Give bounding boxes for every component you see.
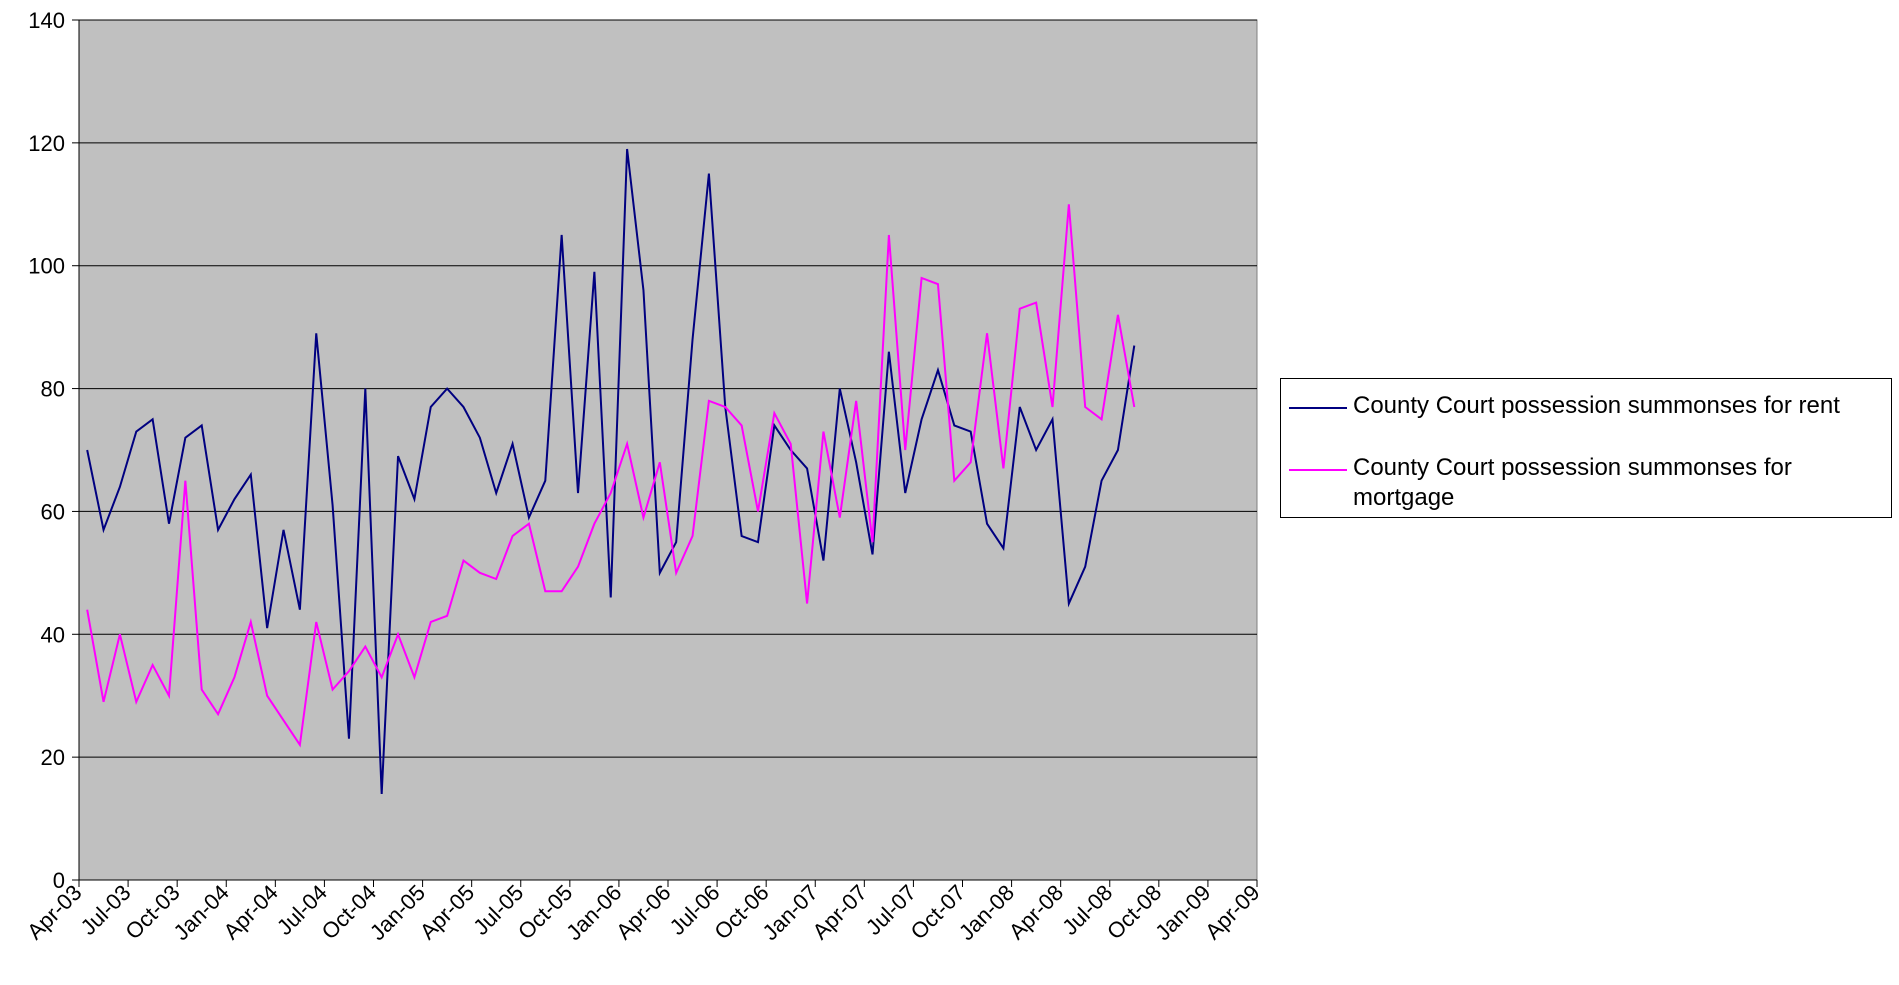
series-line-rent (86, 148, 1136, 795)
x-tick-label: Apr-09 (1200, 880, 1264, 944)
y-tick-label: 60 (41, 499, 65, 524)
y-axis-ticks: 0 20 40 60 80 100 120 140 (28, 8, 79, 893)
y-tick-label: 20 (41, 745, 65, 770)
x-tick-label: Apr-04 (218, 880, 282, 944)
x-tick-label: Jan-04 (169, 880, 234, 945)
y-tick-label: 80 (41, 377, 65, 402)
x-tick-label: Apr-05 (415, 880, 479, 944)
series-line-mortgage (86, 204, 1136, 748)
x-tick-label: Jan-06 (561, 880, 626, 945)
x-tick-label: Jan-09 (1150, 880, 1215, 945)
series-layer (86, 148, 1136, 795)
x-tick-label: Jan-08 (954, 880, 1019, 945)
y-tick-label: 100 (28, 254, 65, 279)
x-tick-label: Apr-08 (1004, 880, 1068, 944)
x-axis-ticks: Apr-03Jul-03Oct-03Jan-04Apr-04Jul-04Oct-… (22, 880, 1264, 945)
legend-label-rent: County Court possession summonses for re… (1353, 392, 1840, 419)
legend-swatch-rent (1289, 407, 1347, 409)
y-tick-label: 140 (28, 8, 65, 33)
legend-item-mortgage: County Court possession summonses for mo… (1281, 453, 1891, 513)
legend-item-rent: County Court possession summonses for re… (1281, 391, 1891, 421)
y-tick-label: 0 (53, 868, 65, 893)
y-tick-label: 120 (28, 131, 65, 156)
legend: County Court possession summonses for re… (1280, 378, 1892, 518)
x-tick-label: Jan-05 (365, 880, 430, 945)
gridlines (79, 19, 1257, 758)
legend-label-mortgage: County Court possession summonses for mo… (1353, 454, 1792, 511)
legend-swatch-mortgage (1289, 469, 1347, 471)
plot-area (78, 19, 1258, 881)
y-tick-label: 40 (41, 622, 65, 647)
x-tick-label: Jan-07 (758, 880, 823, 945)
x-tick-label: Apr-07 (807, 880, 871, 944)
x-tick-label: Apr-06 (611, 880, 675, 944)
